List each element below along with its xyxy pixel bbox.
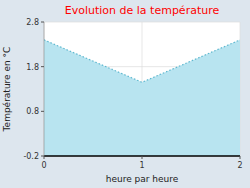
tick [41,156,44,157]
tick [41,111,44,112]
tick-label: 2.8 [26,18,39,27]
grid-line [44,22,240,23]
tick [41,22,44,23]
tick [142,156,143,159]
series [44,40,240,156]
tick [240,156,241,159]
line [44,40,240,82]
y-label: Température en °C [2,47,12,133]
tick-label: 0 [41,161,46,170]
tick-label: 0.8 [26,107,39,116]
plot-area [44,22,240,156]
tick-label: -0.2 [23,152,39,161]
x-label: heure par heure [106,174,179,184]
title: Evolution de la température [65,4,220,17]
chart: 0 1 2 -0.2 0.8 1.8 2.8 Evolution de la températ… [0,0,250,188]
tick [41,66,44,67]
tick-label: 1.8 [26,63,39,72]
y-axis [44,22,45,156]
tick-label: 1 [139,161,144,170]
tick-label: 2 [237,161,242,170]
area [44,40,240,156]
